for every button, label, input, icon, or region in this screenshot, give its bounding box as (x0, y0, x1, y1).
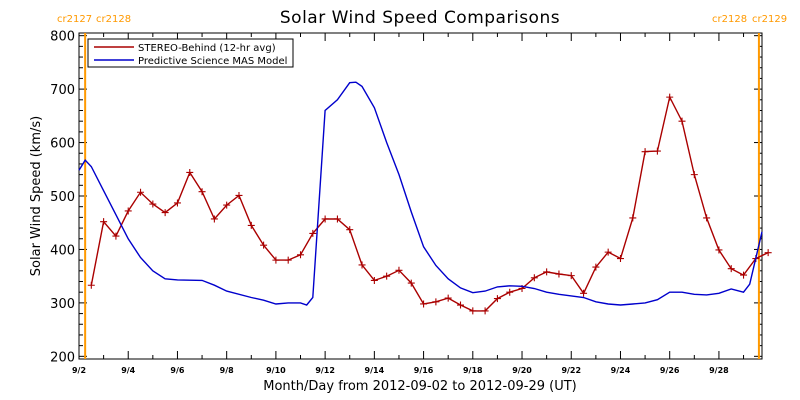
series-layer (78, 81, 772, 315)
legend-box (87, 38, 294, 68)
x-tick-label: 9/6 (170, 366, 184, 375)
stereo-data-point (653, 147, 661, 155)
x-tick-label: 9/16 (414, 366, 434, 375)
stereo-data-point (370, 276, 378, 284)
y-axis-label: Solar Wind Speed (km/s) (29, 116, 44, 276)
stereo-data-point (543, 268, 551, 276)
stereo-data-point (493, 295, 501, 303)
stereo-data-point (87, 281, 95, 289)
stereo-data-point (124, 207, 132, 215)
x-tick-label: 9/8 (220, 366, 234, 375)
stereo-data-point (444, 294, 452, 302)
y-tick-label: 600 (50, 137, 75, 152)
stereo-data-point (260, 241, 268, 249)
stereo-data-point (198, 188, 206, 196)
stereo-data-point (764, 249, 772, 257)
legend: STEREO-Behind (12-hr avg) Predictive Sci… (87, 38, 294, 68)
stereo-data-point (210, 215, 218, 223)
x-tick-label: 9/12 (315, 366, 335, 375)
stereo-data-point (173, 199, 181, 207)
carrington-label: cr2128 (96, 14, 131, 25)
stereo-data-point (309, 229, 317, 237)
y-tick-label: 400 (50, 243, 75, 258)
carrington-label: cr2127 (57, 14, 92, 25)
stereo-data-point (161, 209, 169, 217)
stereo-data-point (186, 168, 194, 176)
x-tick-label: 9/18 (463, 366, 483, 375)
stereo-data-point (456, 301, 464, 309)
stereo-data-point (604, 248, 612, 256)
y-tick-label: 700 (50, 83, 75, 98)
stereo-data-point (740, 271, 748, 279)
stereo-behind-line (90, 95, 769, 312)
stereo-data-point (592, 263, 600, 271)
stereo-data-point (100, 218, 108, 226)
stereo-data-point (678, 117, 686, 125)
carrington-markers: cr2127 cr2128 cr2128 cr2129 (57, 14, 787, 359)
carrington-label: cr2128 (712, 14, 747, 25)
stereo-data-point (235, 191, 243, 199)
x-tick-label: 9/14 (365, 366, 385, 375)
axis-ticks: 200 300 400 500 600 700 800 9/2 9/4 9/6 9/8 9/10 9/1… (50, 30, 762, 375)
stereo-data-point (469, 307, 477, 315)
stereo-data-point (321, 215, 329, 223)
x-axis-label: Month/Day from 2012-09-02 to 2012-09-29 … (263, 379, 576, 394)
stereo-data-point (481, 307, 489, 315)
x-tick-label: 9/10 (266, 366, 286, 375)
stereo-data-point (715, 246, 723, 254)
y-tick-label: 500 (50, 190, 75, 205)
stereo-data-point (506, 288, 514, 296)
stereo-data-point (727, 265, 735, 273)
y-tick-label: 800 (50, 30, 75, 45)
stereo-data-point (432, 298, 440, 306)
stereo-data-point (407, 279, 415, 287)
stereo-data-point (149, 200, 157, 208)
plot-frame (78, 32, 763, 360)
stereo-data-point (703, 214, 711, 222)
stereo-data-point (358, 261, 366, 269)
stereo-data-point (272, 256, 280, 264)
mas-model-line (78, 81, 763, 306)
x-tick-label: 9/20 (512, 366, 532, 375)
y-tick-label: 300 (50, 297, 75, 312)
stereo-data-point (616, 255, 624, 263)
stereo-data-point (383, 272, 391, 280)
x-tick-label: 9/28 (709, 366, 729, 375)
stereo-data-point (112, 232, 120, 240)
x-tick-label: 9/2 (72, 366, 86, 375)
stereo-data-point (247, 221, 255, 229)
stereo-data-point (346, 226, 354, 234)
stereo-data-point (420, 300, 428, 308)
x-tick-label: 9/22 (561, 366, 581, 375)
stereo-data-point (555, 270, 563, 278)
stereo-data-point (629, 214, 637, 222)
stereo-data-point (666, 93, 674, 101)
stereo-data-point (297, 251, 305, 259)
stereo-data-point (580, 289, 588, 297)
stereo-data-point (641, 148, 649, 156)
stereo-data-point (333, 215, 341, 223)
legend-label-stereo: STEREO-Behind (12-hr avg) (138, 43, 276, 54)
stereo-data-point (223, 201, 231, 209)
carrington-label: cr2129 (752, 14, 787, 25)
y-tick-label: 200 (50, 350, 75, 365)
x-tick-label: 9/26 (660, 366, 680, 375)
stereo-data-point (284, 256, 292, 264)
stereo-data-point (530, 274, 538, 282)
stereo-data-point (395, 266, 403, 274)
x-tick-label: 9/24 (611, 366, 631, 375)
stereo-data-point (137, 188, 145, 196)
stereo-data-point (567, 272, 575, 280)
chart-title: Solar Wind Speed Comparisons (280, 8, 560, 28)
x-tick-label: 9/4 (121, 366, 135, 375)
stereo-data-point (690, 171, 698, 179)
legend-label-mas: Predictive Science MAS Model (138, 56, 287, 67)
